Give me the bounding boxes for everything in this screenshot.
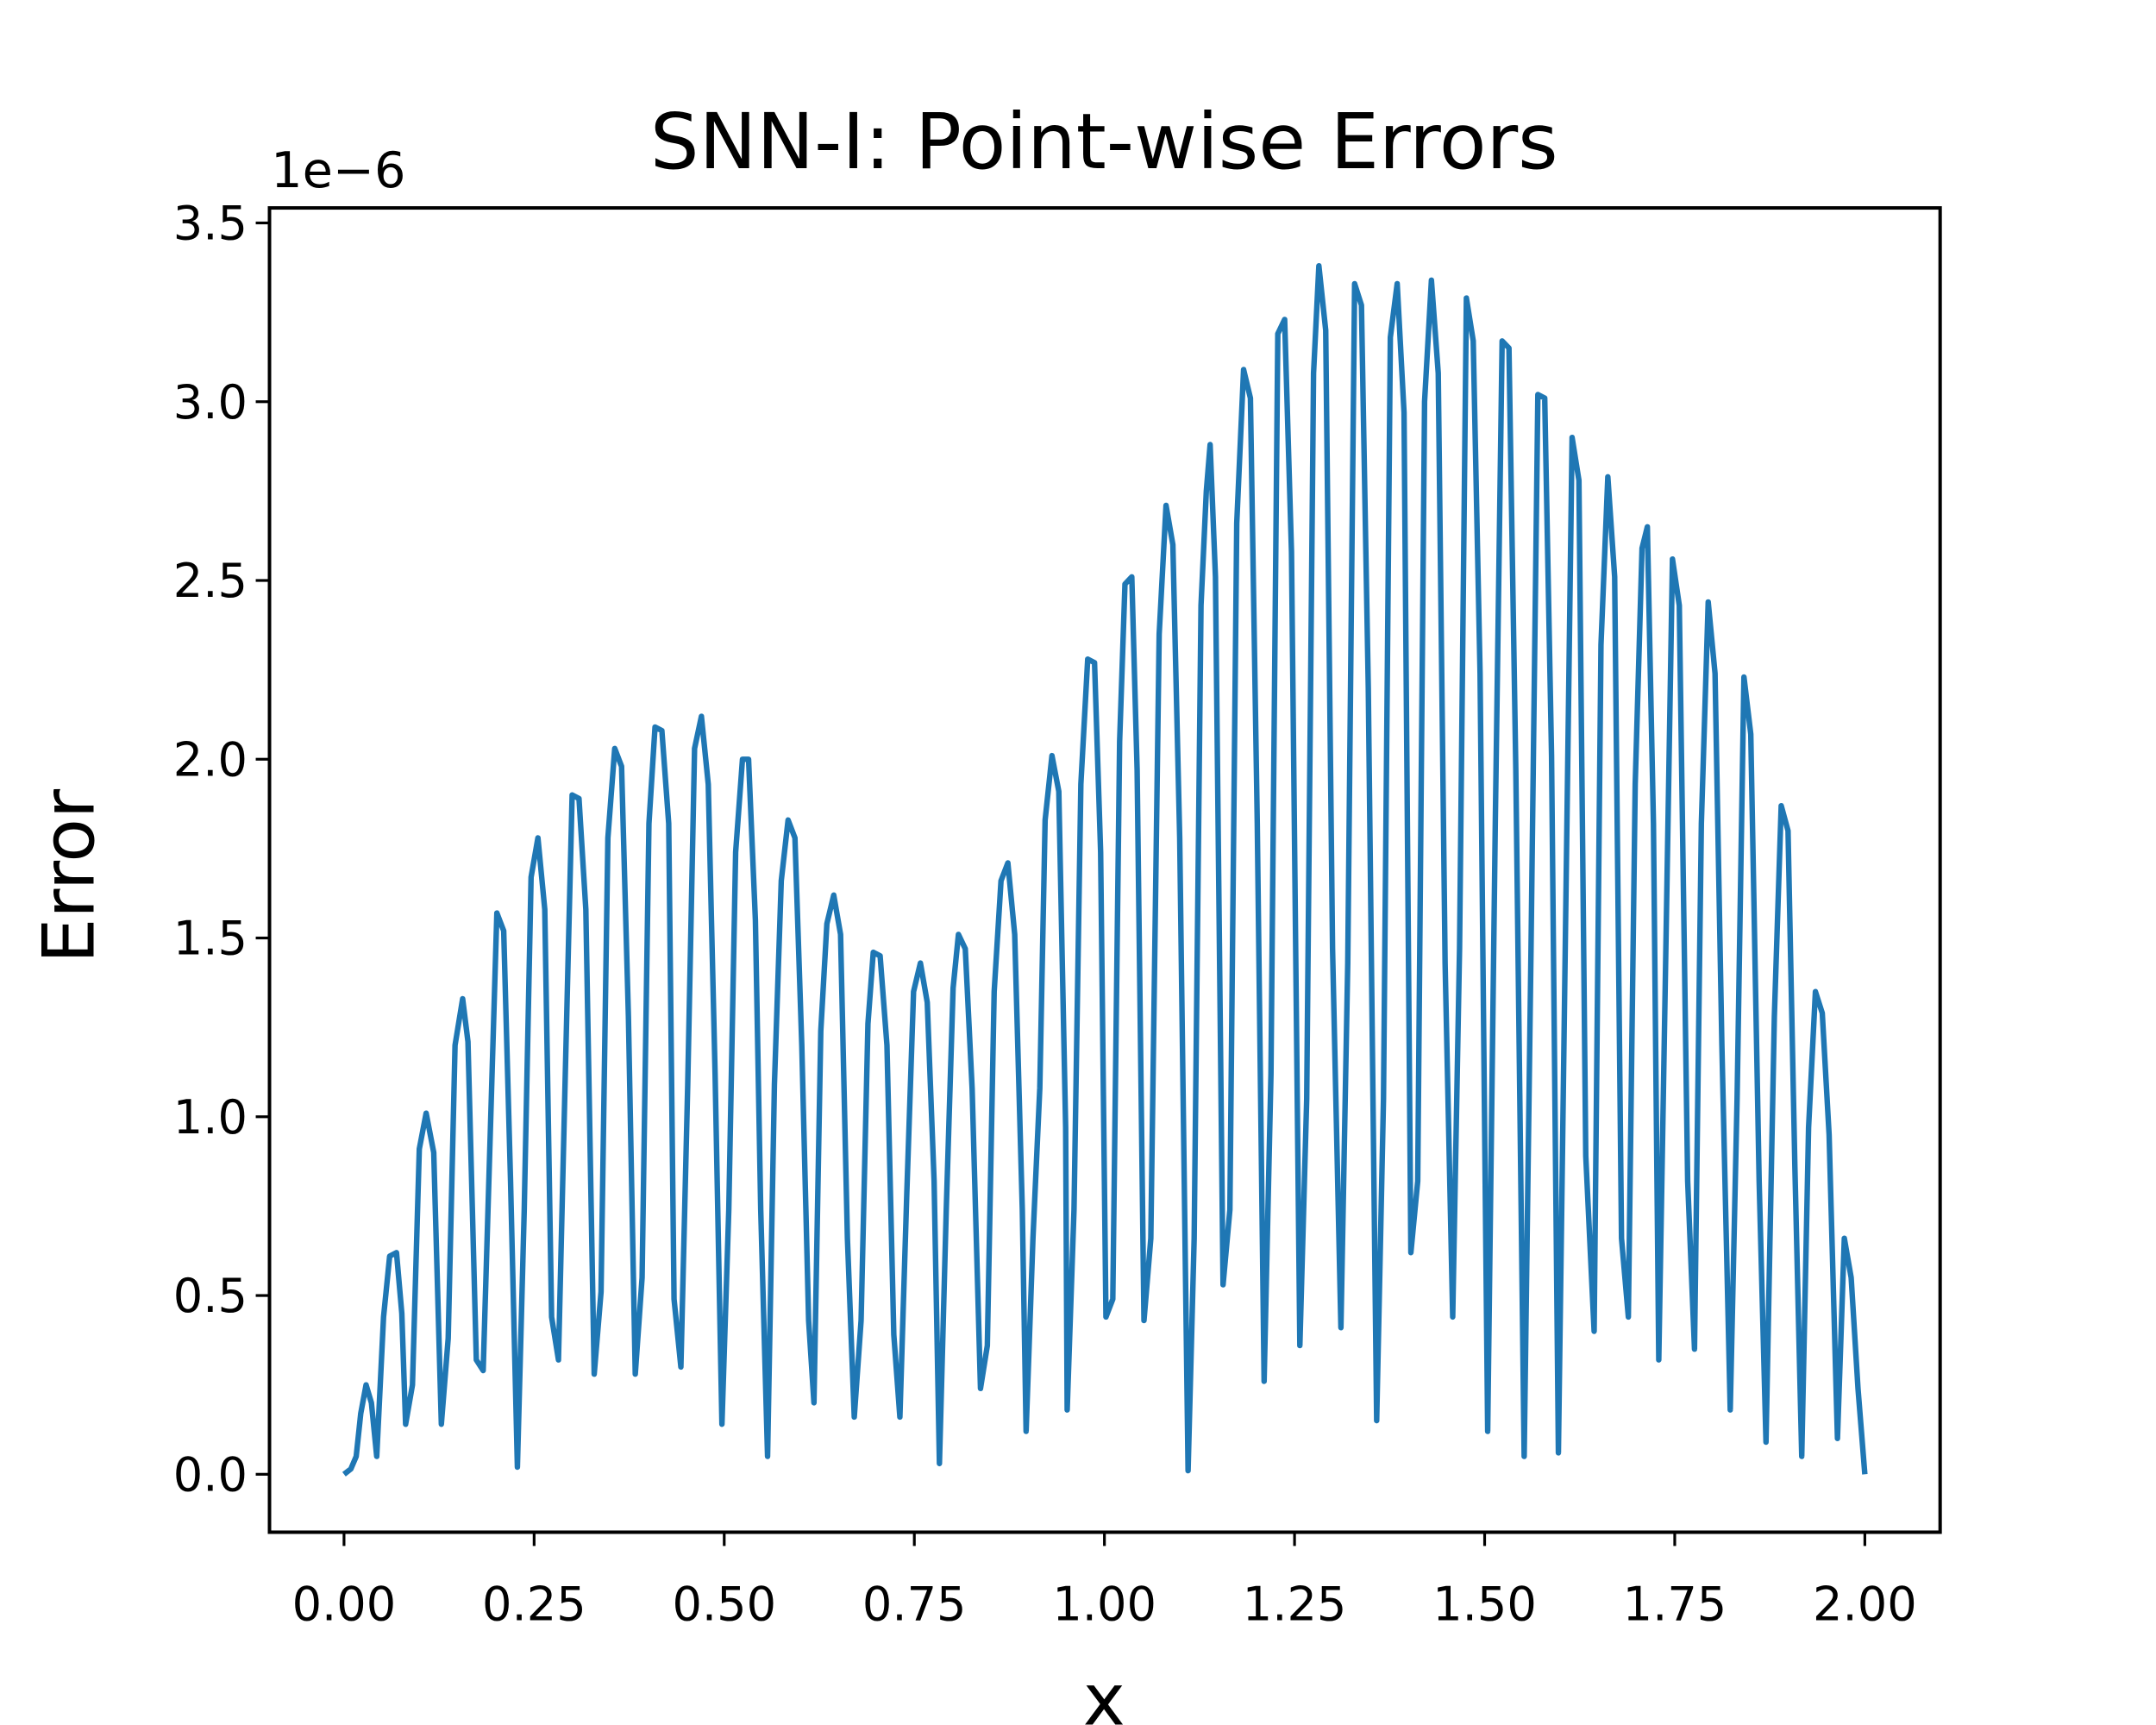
x-tick-label: 0.50 (672, 1578, 776, 1632)
x-tick-label: 0.25 (482, 1578, 586, 1632)
y-axis-label: Error (27, 788, 110, 963)
x-tick-label: 1.25 (1243, 1578, 1347, 1632)
y-tick-label: 1.0 (173, 1090, 248, 1145)
y-offset-label: 1e−6 (271, 141, 405, 199)
x-tick-label: 1.50 (1432, 1578, 1537, 1632)
x-tick-label: 0.75 (862, 1578, 967, 1632)
y-tick-label: 0.5 (173, 1269, 248, 1323)
x-tick-label: 2.00 (1813, 1578, 1917, 1632)
x-tick-label: 1.75 (1623, 1578, 1727, 1632)
plot-frame (267, 206, 1942, 1534)
y-tick-label: 2.0 (173, 732, 248, 787)
y-tick-label: 1.5 (173, 912, 248, 966)
x-tick-label: 1.00 (1052, 1578, 1156, 1632)
x-tick-label: 0.00 (292, 1578, 397, 1632)
y-tick-label: 0.0 (173, 1447, 248, 1502)
error-line (342, 263, 1868, 1477)
y-tick-label: 2.5 (173, 554, 248, 608)
chart-title: SNN-I: Point-wise Errors (650, 97, 1558, 187)
x-axis-label: x (1083, 1659, 1125, 1725)
y-tick-label: 3.0 (173, 375, 248, 430)
y-tick-label: 3.5 (173, 197, 248, 251)
